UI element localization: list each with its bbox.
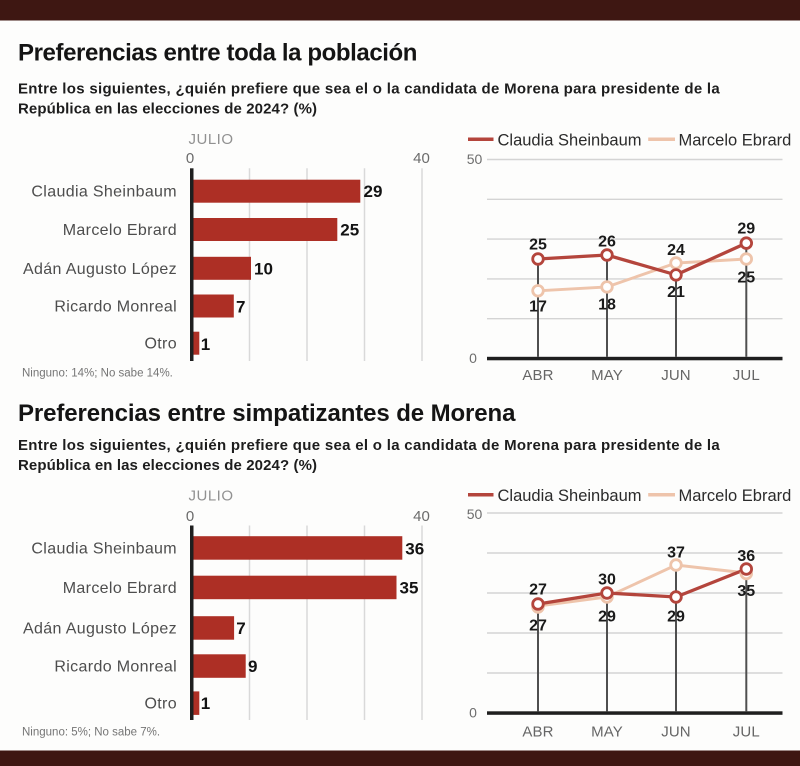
svg-text:Entre los siguientes, ¿quién p: Entre los siguientes, ¿quién prefiere qu…: [18, 437, 720, 454]
svg-text:Otro: Otro: [144, 336, 177, 353]
svg-text:Preferencias entre simpatizant: Preferencias entre simpatizantes de More…: [18, 400, 516, 427]
svg-text:MAY: MAY: [591, 724, 623, 741]
svg-text:37: 37: [667, 545, 685, 562]
svg-text:30: 30: [598, 572, 616, 589]
svg-text:25: 25: [529, 237, 547, 254]
svg-text:27: 27: [529, 582, 547, 599]
svg-text:0: 0: [186, 508, 194, 525]
svg-text:40: 40: [413, 150, 430, 167]
svg-text:ABR: ABR: [522, 367, 553, 384]
svg-text:36: 36: [737, 548, 755, 565]
svg-text:9: 9: [248, 657, 257, 676]
svg-text:1: 1: [201, 694, 210, 713]
svg-text:40: 40: [413, 508, 430, 525]
svg-text:35: 35: [400, 579, 419, 598]
svg-text:Ninguno: 14%; No sabe 14%.: Ninguno: 14%; No sabe 14%.: [22, 368, 173, 380]
svg-text:0: 0: [186, 150, 194, 167]
svg-text:24: 24: [667, 242, 685, 259]
svg-text:Adán Augusto López: Adán Augusto López: [23, 621, 177, 638]
svg-text:JUN: JUN: [661, 367, 690, 384]
svg-text:21: 21: [667, 284, 685, 301]
svg-text:50: 50: [467, 151, 483, 167]
svg-text:Preferencias entre toda la pob: Preferencias entre toda la población: [18, 40, 417, 67]
svg-text:ABR: ABR: [522, 724, 553, 741]
svg-text:Adán Augusto López: Adán Augusto López: [23, 261, 177, 278]
svg-text:JUL: JUL: [733, 724, 760, 741]
svg-text:República en las elecciones de: República en las elecciones de 2024? (%): [18, 101, 317, 118]
svg-text:0: 0: [469, 350, 477, 366]
svg-text:25: 25: [340, 221, 359, 240]
svg-text:Claudia Sheinbaum: Claudia Sheinbaum: [498, 131, 642, 149]
svg-text:50: 50: [467, 506, 483, 522]
svg-text:JUL: JUL: [733, 367, 760, 384]
svg-text:JULIO: JULIO: [188, 488, 233, 505]
svg-text:36: 36: [405, 540, 424, 559]
svg-text:Marcelo Ebrard: Marcelo Ebrard: [63, 222, 177, 239]
svg-text:18: 18: [598, 297, 616, 314]
svg-text:Marcelo Ebrard: Marcelo Ebrard: [679, 131, 792, 149]
svg-text:1: 1: [201, 335, 210, 354]
svg-text:Claudia Sheinbaum: Claudia Sheinbaum: [31, 184, 177, 201]
svg-text:29: 29: [364, 182, 383, 201]
svg-text:7: 7: [236, 298, 245, 317]
svg-text:MAY: MAY: [591, 367, 623, 384]
svg-text:Ricardo Monreal: Ricardo Monreal: [54, 659, 177, 676]
svg-text:JULIO: JULIO: [188, 131, 233, 148]
svg-text:Entre los siguientes, ¿quién p: Entre los siguientes, ¿quién prefiere qu…: [18, 81, 720, 98]
svg-text:26: 26: [598, 234, 616, 251]
svg-text:Ricardo Monreal: Ricardo Monreal: [54, 299, 177, 316]
svg-text:Claudia Sheinbaum: Claudia Sheinbaum: [498, 487, 642, 505]
svg-text:Claudia Sheinbaum: Claudia Sheinbaum: [31, 541, 177, 558]
svg-text:0: 0: [469, 705, 477, 721]
svg-text:10: 10: [254, 259, 273, 278]
svg-text:Ninguno: 5%; No sabe 7%.: Ninguno: 5%; No sabe 7%.: [22, 727, 160, 739]
svg-text:35: 35: [737, 583, 755, 600]
svg-text:7: 7: [236, 619, 245, 638]
svg-text:27: 27: [529, 618, 547, 635]
svg-text:JUN: JUN: [661, 724, 690, 741]
svg-text:Marcelo Ebrard: Marcelo Ebrard: [679, 487, 792, 505]
svg-text:Otro: Otro: [144, 696, 177, 713]
svg-text:29: 29: [667, 609, 685, 626]
svg-text:17: 17: [529, 299, 547, 316]
svg-text:República en las elecciones de: República en las elecciones de 2024? (%): [18, 457, 317, 474]
svg-text:29: 29: [598, 609, 616, 626]
svg-text:25: 25: [737, 269, 755, 286]
svg-text:29: 29: [737, 220, 755, 237]
svg-text:Marcelo Ebrard: Marcelo Ebrard: [63, 580, 177, 597]
